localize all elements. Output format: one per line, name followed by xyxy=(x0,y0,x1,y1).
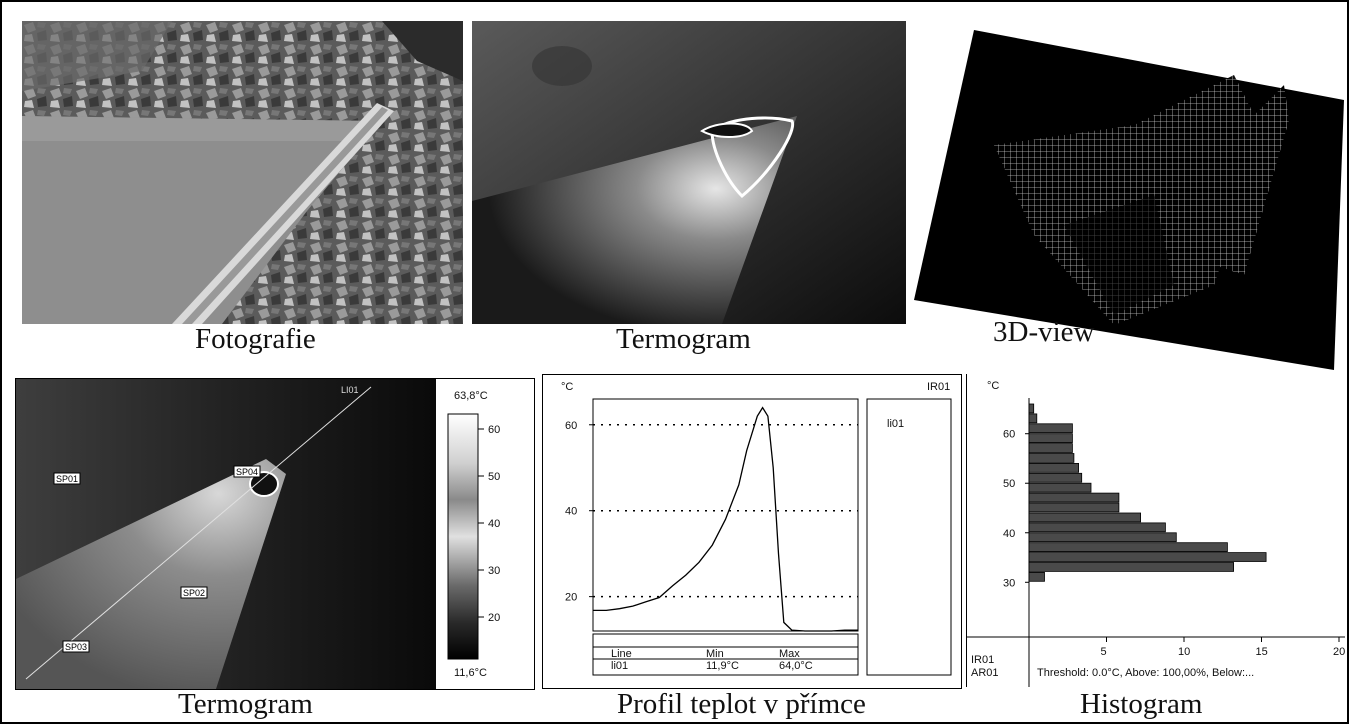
scale-tick-50: 50 xyxy=(488,471,500,483)
thermogram-bottom-panel: 60 50 40 30 20 63,8°C 11,6°C LI01 SP01 S… xyxy=(15,378,535,690)
svg-text:SP01: SP01 xyxy=(56,474,78,484)
histogram-bar xyxy=(1028,403,1035,414)
profile-plot-area xyxy=(592,398,859,632)
profile-image-id: IR01 xyxy=(927,381,950,393)
spot-sp03[interactable]: SP03 xyxy=(62,640,90,653)
histogram-bar xyxy=(1028,482,1092,493)
profile-table-header-max: Max xyxy=(779,648,800,660)
line-label: LI01 xyxy=(341,385,359,395)
profile-table-header-min: Min xyxy=(706,648,724,660)
spot-sp01[interactable]: SP01 xyxy=(53,472,81,485)
histogram-bar xyxy=(1028,552,1267,562)
profile-table-cell-min: 11,9°C xyxy=(706,660,739,672)
histogram-bar xyxy=(1028,463,1079,473)
profile-table-header-line: Line xyxy=(611,648,632,660)
histogram-bar xyxy=(1028,532,1177,543)
scale-max-label: 63,8°C xyxy=(454,390,488,402)
histogram-panel: °C 60 50 40 30 5 10 15 20 IR01 AR01 Threshold:… xyxy=(966,374,1345,687)
profile-y-tick-label: 60 xyxy=(565,420,577,432)
histogram-y-tick-label: 60 xyxy=(1003,429,1015,441)
profile-y-tick-label: 20 xyxy=(565,592,577,604)
histogram-x-tick-label: 20 xyxy=(1333,646,1345,658)
profile-table-cell-max: 64,0°C xyxy=(779,660,813,672)
histogram-y-tick-label: 30 xyxy=(1003,577,1015,589)
profile-legend-box xyxy=(866,398,952,676)
scale-tick-20: 20 xyxy=(488,612,500,624)
caption-thermogram-top: Termogram xyxy=(616,323,751,355)
histogram-y-tick-label: 50 xyxy=(1003,478,1015,490)
histogram-unit: °C xyxy=(987,380,999,392)
histogram-x-tick-label: 10 xyxy=(1178,646,1190,658)
histogram-bar xyxy=(1028,453,1075,463)
scale-tick-60: 60 xyxy=(488,424,500,436)
histogram-bar xyxy=(1028,443,1073,453)
profile-table xyxy=(592,633,859,676)
profile-table-cell-line: li01 xyxy=(611,660,628,672)
svg-text:SP03: SP03 xyxy=(65,642,87,652)
profile-unit: °C xyxy=(561,381,573,393)
histogram-bar xyxy=(1028,502,1120,513)
view3d-image xyxy=(914,25,1344,370)
histogram-footer-id-1: IR01 xyxy=(971,654,994,666)
histogram-bar xyxy=(1028,433,1073,444)
profile-series-line xyxy=(593,406,858,632)
profile-panel: °C IR01 li01 60 40 20 Line Min Max li01 11… xyxy=(542,374,962,689)
histogram-bar xyxy=(1028,512,1141,523)
histogram-bar xyxy=(1028,542,1228,552)
histogram-y-tick-label: 40 xyxy=(1003,528,1015,540)
thermogram-top-image xyxy=(472,21,906,324)
profile-legend-item: li01 xyxy=(887,418,904,430)
histogram-bar xyxy=(1028,522,1166,533)
histogram-threshold-text: Threshold: 0.0°C, Above: 100,00%, Below:… xyxy=(1037,667,1254,679)
caption-histogram: Histogram xyxy=(1080,688,1203,720)
spot-sp04[interactable]: SP04 xyxy=(233,465,261,478)
svg-text:SP02: SP02 xyxy=(183,588,205,598)
scale-tick-40: 40 xyxy=(488,518,500,530)
histogram-bar xyxy=(1028,423,1073,434)
histogram-bar xyxy=(1028,472,1083,483)
caption-photo: Fotografie xyxy=(195,323,316,355)
histogram-bar xyxy=(1028,562,1235,572)
histogram-bar xyxy=(1028,571,1045,582)
histogram-bar xyxy=(1028,413,1038,424)
photo-image xyxy=(22,21,463,324)
histogram-bar xyxy=(1028,492,1120,503)
caption-profile: Profil teplot v přímce xyxy=(617,688,866,720)
spot-sp02[interactable]: SP02 xyxy=(180,586,208,599)
histogram-x-tick-label: 15 xyxy=(1256,646,1268,658)
histogram-x-tick-label: 5 xyxy=(1101,646,1107,658)
scale-tick-30: 30 xyxy=(488,565,500,577)
profile-y-tick-label: 40 xyxy=(565,506,577,518)
histogram-footer-id-2: AR01 xyxy=(971,667,999,679)
scale-min-label: 11,6°C xyxy=(454,667,487,679)
caption-thermogram-bottom: Termogram xyxy=(178,688,313,720)
caption-3d-view: 3D-view xyxy=(993,316,1095,348)
svg-text:SP04: SP04 xyxy=(236,467,258,477)
